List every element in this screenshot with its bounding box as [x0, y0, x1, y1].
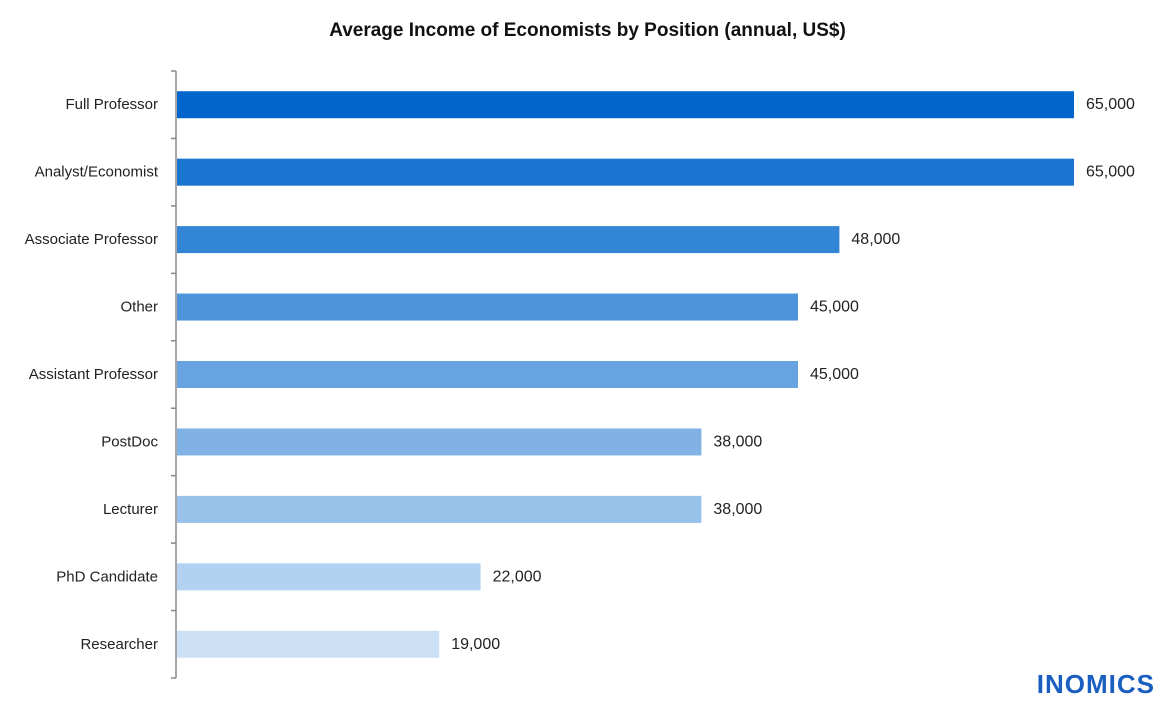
- bar: [177, 563, 481, 591]
- bar: [177, 630, 440, 658]
- bar: [177, 158, 1074, 186]
- data-label: 38,000: [713, 433, 762, 450]
- category-label: PostDoc: [101, 433, 158, 450]
- category-label: Analyst/Economist: [35, 164, 159, 181]
- category-label: Researcher: [80, 636, 158, 653]
- bar: [177, 293, 798, 321]
- category-label: Associate Professor: [25, 231, 158, 248]
- bar: [177, 91, 1074, 119]
- bar: [177, 226, 840, 254]
- category-label: Lecturer: [103, 501, 158, 518]
- category-label: Other: [120, 299, 158, 316]
- bar: [177, 495, 702, 523]
- data-label: 22,000: [493, 568, 542, 585]
- data-label: 48,000: [851, 231, 900, 248]
- data-label: 65,000: [1086, 96, 1135, 113]
- bar: [177, 361, 798, 388]
- data-label: 38,000: [713, 501, 762, 518]
- category-label: Full Professor: [65, 96, 158, 113]
- category-label: Assistant Professor: [29, 366, 158, 383]
- chart-title: Average Income of Economists by Position…: [329, 20, 846, 41]
- data-label: 45,000: [810, 299, 859, 316]
- inomics-logo: INOMICS: [1036, 669, 1155, 699]
- data-label: 45,000: [810, 366, 859, 383]
- data-label: 19,000: [451, 636, 500, 653]
- data-label: 65,000: [1086, 164, 1135, 181]
- category-label: PhD Candidate: [56, 568, 158, 585]
- bar: [177, 428, 702, 456]
